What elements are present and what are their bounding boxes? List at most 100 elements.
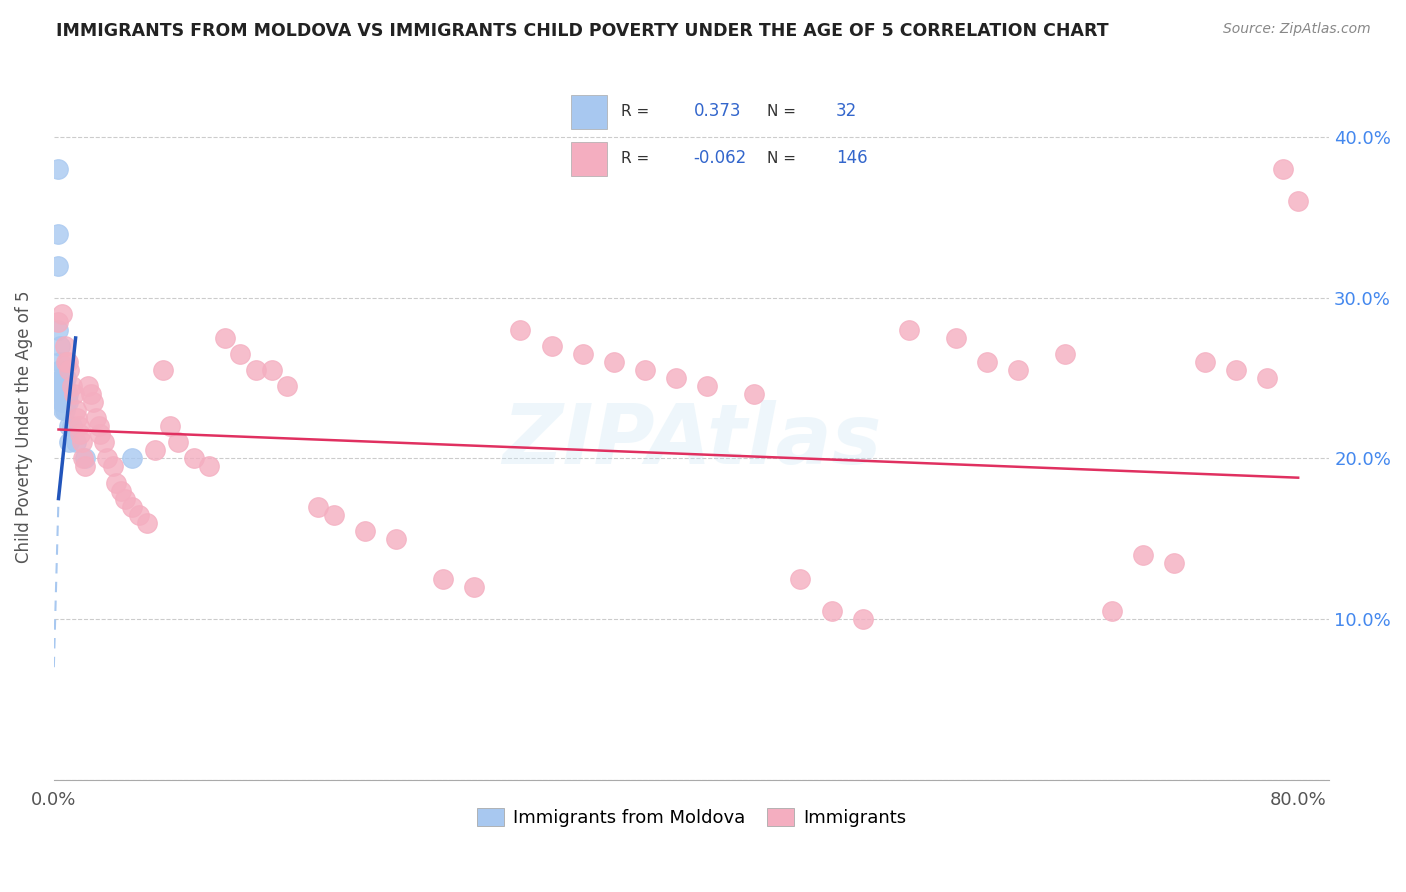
Point xyxy=(55,355,77,369)
Point xyxy=(96,451,118,466)
Point xyxy=(49,339,72,353)
Point xyxy=(51,371,73,385)
Point xyxy=(121,500,143,514)
Point xyxy=(52,395,75,409)
Point xyxy=(322,508,344,522)
Point xyxy=(229,347,252,361)
Point xyxy=(634,363,657,377)
Point xyxy=(1101,604,1123,618)
Point xyxy=(105,475,128,490)
Point xyxy=(58,419,80,434)
Text: IMMIGRANTS FROM MOLDOVA VS IMMIGRANTS CHILD POVERTY UNDER THE AGE OF 5 CORRELATI: IMMIGRANTS FROM MOLDOVA VS IMMIGRANTS CH… xyxy=(56,22,1109,40)
Point xyxy=(1007,363,1029,377)
Point xyxy=(58,435,80,450)
Point xyxy=(48,162,70,177)
Point xyxy=(73,451,96,466)
Point xyxy=(159,419,181,434)
Point xyxy=(52,387,75,401)
Point xyxy=(1163,556,1185,570)
Point xyxy=(603,355,626,369)
Point xyxy=(976,355,998,369)
Point xyxy=(696,379,718,393)
Point xyxy=(152,363,174,377)
Point xyxy=(53,391,76,405)
Point xyxy=(509,323,531,337)
Point xyxy=(51,307,73,321)
Point xyxy=(73,459,96,474)
Point xyxy=(80,387,103,401)
Point xyxy=(540,339,562,353)
Point xyxy=(56,355,79,369)
Point xyxy=(183,451,205,466)
Point xyxy=(1271,162,1294,177)
Point xyxy=(121,451,143,466)
Point xyxy=(93,435,115,450)
Point xyxy=(136,516,159,530)
Point xyxy=(820,604,842,618)
Point xyxy=(1132,548,1154,562)
Point xyxy=(101,459,124,474)
Point xyxy=(63,387,86,401)
Point xyxy=(1194,355,1216,369)
Point xyxy=(55,371,77,385)
Point xyxy=(70,435,93,450)
Point xyxy=(55,395,77,409)
Point xyxy=(62,419,84,434)
Point xyxy=(51,371,73,385)
Point xyxy=(53,339,76,353)
Point xyxy=(52,403,75,417)
Point xyxy=(65,403,87,417)
Point xyxy=(128,508,150,522)
Point xyxy=(789,572,811,586)
Point xyxy=(571,347,593,361)
Point xyxy=(48,315,70,329)
Text: Source: ZipAtlas.com: Source: ZipAtlas.com xyxy=(1223,22,1371,37)
Point xyxy=(385,532,408,546)
Text: ZIPAtlas: ZIPAtlas xyxy=(502,400,882,481)
Point xyxy=(56,395,79,409)
Point xyxy=(66,411,89,425)
Point xyxy=(82,395,104,409)
Point xyxy=(463,580,485,594)
Point xyxy=(307,500,329,514)
Point xyxy=(72,451,94,466)
Point xyxy=(1225,363,1247,377)
Legend: Immigrants from Moldova, Immigrants: Immigrants from Moldova, Immigrants xyxy=(470,800,914,834)
Point xyxy=(1286,194,1309,209)
Point xyxy=(87,419,110,434)
Point xyxy=(62,379,84,393)
Point xyxy=(55,387,77,401)
Point xyxy=(53,379,76,393)
Point xyxy=(53,403,76,417)
Point xyxy=(898,323,921,337)
Y-axis label: Child Poverty Under the Age of 5: Child Poverty Under the Age of 5 xyxy=(15,290,32,563)
Point xyxy=(49,355,72,369)
Point xyxy=(65,435,87,450)
Point xyxy=(48,323,70,337)
Point xyxy=(49,363,72,377)
Point xyxy=(245,363,267,377)
Point xyxy=(110,483,132,498)
Point xyxy=(1053,347,1076,361)
Point xyxy=(945,331,967,345)
Point xyxy=(56,387,79,401)
Point xyxy=(89,427,111,442)
Point xyxy=(198,459,221,474)
Point xyxy=(84,411,107,425)
Point xyxy=(276,379,298,393)
Point xyxy=(49,379,72,393)
Point xyxy=(52,379,75,393)
Point xyxy=(48,227,70,241)
Point xyxy=(77,379,100,393)
Point xyxy=(114,491,136,506)
Point xyxy=(852,612,875,626)
Point xyxy=(742,387,765,401)
Point xyxy=(69,427,91,442)
Point xyxy=(53,395,76,409)
Point xyxy=(214,331,236,345)
Point xyxy=(1256,371,1278,385)
Point xyxy=(51,387,73,401)
Point xyxy=(260,363,283,377)
Point xyxy=(354,524,377,538)
Point xyxy=(167,435,190,450)
